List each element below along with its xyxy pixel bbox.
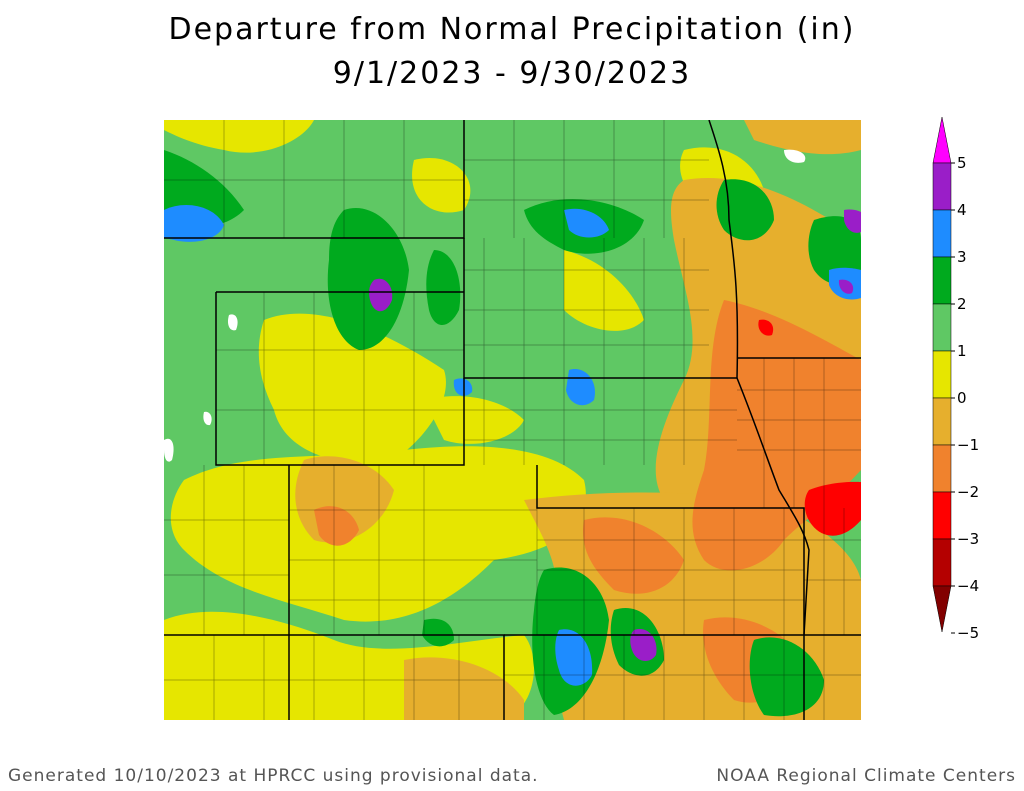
legend-tick-label: −2: [957, 483, 979, 501]
legend-tick-label: 0: [957, 389, 967, 407]
legend-bin: [932, 491, 952, 540]
legend-tick-label: 4: [957, 201, 967, 219]
generated-note: Generated 10/10/2023 at HPRCC using prov…: [8, 766, 539, 786]
county-boundaries: [164, 120, 861, 720]
legend-bin: [932, 397, 952, 446]
map-date-range: 9/1/2023 - 9/30/2023: [332, 56, 692, 91]
state-boundaries: [164, 120, 861, 720]
legend-bin-bottom-arrow: [932, 585, 952, 633]
legend-bin: [932, 303, 952, 352]
legend-bin-top-arrow: [932, 116, 952, 164]
legend-tick-label: −1: [957, 436, 979, 454]
legend-tick-label: −5: [957, 624, 979, 642]
legend-bin: [932, 350, 952, 399]
zone-above-normal-extreme: [369, 209, 861, 662]
legend-labels: 5 4 3 2 1 0 −1 −2 −3 −4 −5: [951, 154, 979, 642]
legend-bin: [932, 538, 952, 587]
legend-tick-label: −4: [957, 577, 979, 595]
precipitation-departure-map: [164, 120, 861, 720]
legend-tick-label: −3: [957, 530, 979, 548]
lakes: [164, 149, 806, 462]
legend-bin: [932, 209, 952, 258]
zone-above-normal-large: [164, 205, 861, 686]
legend-tick-label: 2: [957, 295, 967, 313]
legend-tick-label: 3: [957, 248, 967, 266]
map-title: Departure from Normal Precipitation (in): [168, 12, 856, 47]
legend-tick-label: 5: [957, 154, 967, 172]
zone-below-normal-extreme: [758, 319, 861, 536]
legend-bin: [932, 256, 952, 305]
legend-bin: [932, 444, 952, 493]
color-legend: 5 4 3 2 1 0 −1 −2 −3 −4 −5: [932, 116, 979, 642]
legend-bin: [932, 162, 952, 211]
legend-tick-label: 1: [957, 342, 967, 360]
legend-color-bar: [932, 116, 952, 633]
credit-note: NOAA Regional Climate Centers: [716, 766, 1016, 786]
